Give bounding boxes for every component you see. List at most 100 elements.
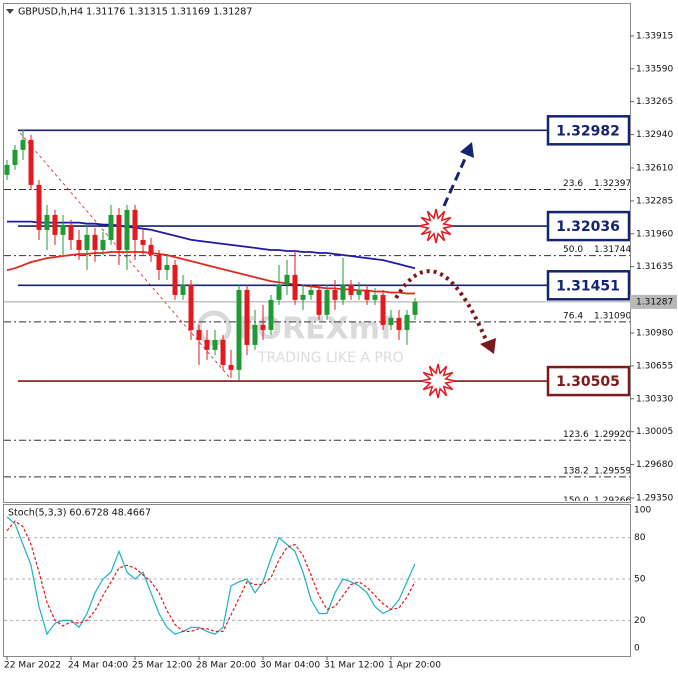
candle-body: [84, 234, 90, 250]
y-tick-label: 80: [634, 533, 646, 543]
candle-body: [212, 339, 218, 350]
down-arrow: [394, 269, 488, 341]
up-arrow: [442, 151, 470, 207]
y-tick-label: 1.33590: [636, 64, 673, 74]
candle-body: [148, 244, 154, 255]
candle-body: [108, 214, 114, 240]
candle-body: [356, 289, 362, 295]
candle-body: [412, 301, 418, 315]
y-tick-label: 1.30980: [636, 328, 673, 338]
candle-body: [76, 239, 82, 250]
candle-body: [388, 317, 394, 325]
y-tick-label: 1.31960: [636, 229, 673, 239]
level-label: 1.32036: [556, 219, 620, 235]
up-arrowhead: [460, 142, 474, 158]
candle-body: [180, 284, 186, 295]
candle-body: [348, 284, 354, 295]
fib-price: 1.29266: [594, 496, 631, 506]
candle-body: [68, 224, 74, 240]
fib-price: 1.29559: [594, 466, 631, 476]
level-label: 1.31451: [556, 278, 620, 294]
y-tick-label: 1.33265: [636, 97, 673, 107]
fib-price: 1.31744: [594, 245, 631, 255]
candle-body: [20, 139, 26, 150]
candle-body: [124, 209, 130, 250]
stoch-plot: [4, 516, 630, 636]
x-tick-label: 31 Mar 12:00: [324, 661, 384, 671]
axes: 1.33915 1.33590 1.33265 1.32940 1.32610 1.322…: [4, 31, 677, 671]
stoch-line: [6, 520, 416, 632]
candle-body: [172, 264, 178, 295]
fib-price: 1.32397: [594, 179, 631, 189]
y-tick-label: 1.29680: [636, 460, 673, 470]
level-box: [546, 115, 630, 146]
candle-body: [116, 214, 122, 250]
candle-body: [100, 239, 106, 250]
y-tick-label: 100: [634, 506, 651, 516]
candle-body: [156, 254, 162, 270]
price-panel: [3, 3, 631, 503]
candle-body: [332, 289, 338, 300]
candle-body: [380, 294, 386, 325]
candle-body: [132, 209, 138, 240]
candle-body: [316, 289, 322, 315]
level-box: [546, 210, 630, 242]
header: GBPUSD,h,H4 1.31176 1.31315 1.31169 1.31…: [18, 7, 252, 18]
candle-body: [404, 314, 410, 330]
candle-body: [292, 274, 298, 300]
y-tick-label: 1.29350: [636, 493, 673, 503]
stoch-panel: [3, 504, 631, 657]
watermark-brand: FOREXmf: [236, 312, 394, 347]
x-tick-label: 24 Mar 04:00: [68, 661, 128, 671]
y-tick-label: 0: [634, 644, 640, 654]
x-tick-label: 1 Apr 20:00: [388, 661, 441, 671]
fib-price: 1.31090: [594, 311, 631, 321]
candle-body: [36, 184, 42, 230]
candle-body: [268, 299, 274, 330]
y-tick-label: 20: [634, 616, 646, 626]
y-tick-label: 1.32285: [636, 196, 673, 206]
candle-body: [4, 164, 10, 175]
last-price-box: [630, 294, 677, 309]
candle-body: [244, 289, 250, 345]
y-tick-label: 1.30330: [636, 394, 673, 404]
candle-body: [164, 264, 170, 270]
y-tick-label: 1.30005: [636, 427, 673, 437]
candle-body: [92, 234, 98, 250]
x-tick-label: 28 Mar 20:00: [196, 661, 256, 671]
y-tick-label: 1.30655: [636, 361, 673, 371]
candle-body: [188, 284, 194, 330]
level-label: 1.30505: [556, 374, 620, 390]
fib-ratio: 76.4: [563, 311, 583, 321]
candle-body: [284, 274, 290, 285]
candle-body: [396, 317, 402, 330]
candle-body: [300, 294, 306, 300]
price-plot: 23.6 1.32397 50.0 1.31744 76.4 1.31090 123.6 1.…: [4, 115, 631, 506]
candle-body: [236, 289, 242, 370]
level-box: [546, 270, 630, 301]
candle-body: [308, 289, 314, 295]
candle-body: [12, 149, 18, 165]
candle-body: [60, 224, 66, 235]
candle-body: [260, 324, 266, 330]
stoch-line: [6, 516, 416, 636]
fib-ratio: 138.2: [563, 466, 589, 476]
candle-body: [252, 324, 258, 345]
fib-price: 1.29920: [594, 430, 631, 440]
annotations: [394, 142, 496, 399]
y-tick-label: 1.31635: [636, 262, 673, 272]
candle-body: [324, 289, 330, 315]
level-box: [546, 365, 630, 397]
last-price-label: 1.31287: [636, 297, 673, 307]
candle-body: [340, 284, 346, 300]
x-tick-label: 22 Mar 2022: [4, 661, 61, 671]
candle-body: [140, 239, 146, 245]
down-arrowhead: [480, 338, 496, 354]
candle-body: [372, 294, 378, 300]
candle-body: [196, 329, 202, 340]
level-label: 1.32982: [556, 123, 620, 139]
fib-ratio: 50.0: [563, 245, 583, 255]
watermark: FOREXmf TRADING LIKE A PRO: [196, 310, 404, 366]
